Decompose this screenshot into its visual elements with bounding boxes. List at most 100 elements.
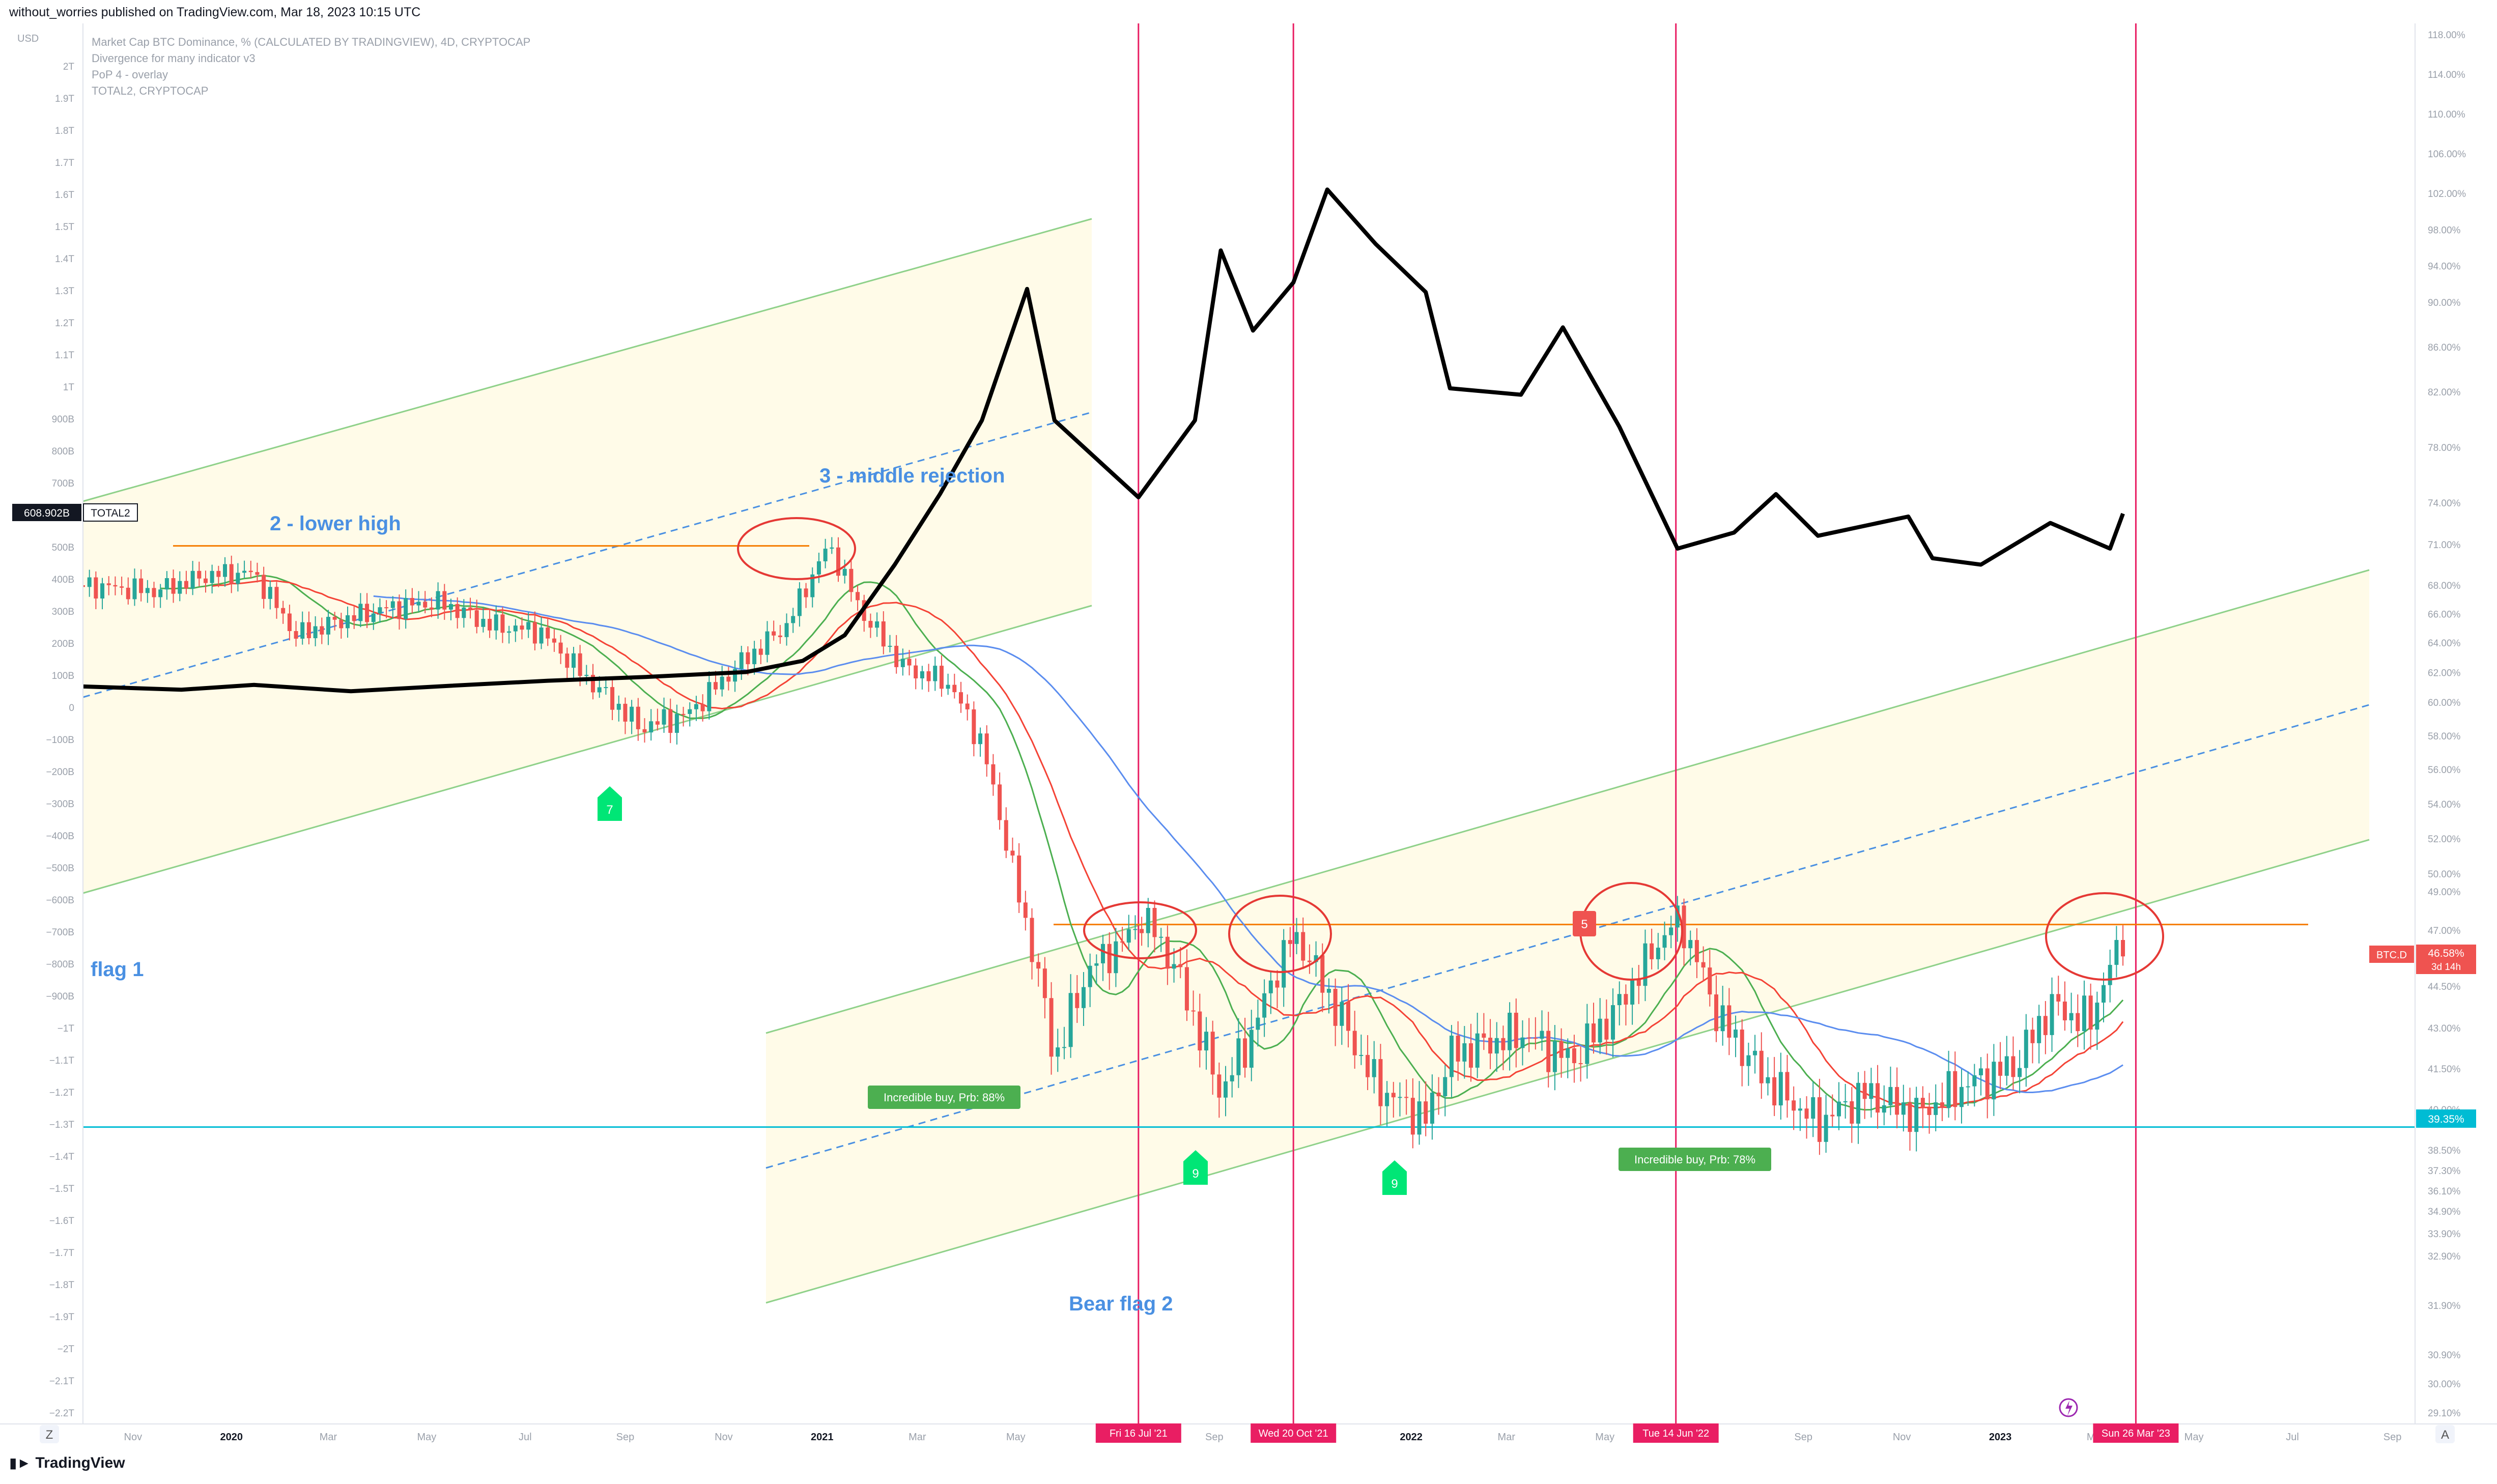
candle-body [616,703,621,710]
right-axis-tick: 44.50% [2428,982,2461,992]
right-axis-tick: 33.90% [2428,1229,2461,1240]
candle-body [236,573,240,584]
candle-body [1546,1031,1551,1072]
candle-body [1540,1031,1544,1039]
candle-body [1165,936,1170,969]
candle-body [1675,905,1680,928]
left-axis-tick: −2T [58,1344,75,1355]
candle-body [255,572,260,575]
left-axis-tick: −700B [46,927,74,938]
left-axis-tick: −1.9T [49,1312,75,1323]
candle-body [1042,968,1047,998]
time-axis[interactable]: Nov 2020 Mar May Jul Sep Nov 2021 Mar May Jul Sep No… [0,1423,2497,1450]
candle-body [1314,955,1318,962]
right-axis-tick: 66.00% [2428,610,2461,620]
candle-body [474,610,479,627]
right-axis-tick: 47.00% [2428,926,2461,936]
total2-series-line [82,187,2125,694]
candle-body [87,577,92,587]
candle-body [1992,1062,1996,1100]
candle-body [610,687,615,710]
right-axis-tick: 94.00% [2428,262,2461,272]
candle-body [1081,987,1086,1008]
vertical-markers-layer [1138,23,2137,1424]
candle-body [306,622,311,639]
right-axis-tick: 86.00% [2428,343,2461,353]
candle-body [203,578,208,583]
time-axis-tick: Jul [519,1432,532,1443]
left-axis-tick: 1.1T [55,350,74,361]
candle-body [1068,993,1073,1047]
candle-body [1120,941,1125,943]
left-axis-tick: −300B [46,799,74,810]
date-marker-text: Sun 26 Mar '23 [2102,1428,2170,1439]
candle-body [1811,1097,1815,1119]
candle-body [2024,1030,2028,1068]
candle-body [1966,1086,1970,1088]
candle-body [958,692,963,704]
candle-body [1282,940,1286,988]
right-axis-tick: 52.00% [2428,834,2461,845]
candle-body [597,687,602,693]
date-marker-text: Wed 20 Oct '21 [1259,1428,1328,1439]
candle-body [1520,1037,1525,1048]
candle-body [197,570,202,579]
left-axis-tick: −2.1T [49,1376,75,1387]
zoom-corner[interactable]: Z A [40,1425,2455,1443]
left-axis-tick: 0 [69,703,74,714]
zoom-button [40,1425,59,1443]
candle-body [1572,1048,1576,1064]
time-axis-tick: 2021 [811,1432,834,1443]
candle-body [1824,1115,1828,1142]
lightning-icon[interactable] [2059,1398,2078,1417]
candle-body [752,648,757,665]
date-marker-tag [1251,1423,1337,1443]
legend-line-divergence: Divergence for many indicator v3 [92,52,256,65]
right-axis-tick: 68.00% [2428,581,2461,591]
candle-body [1972,1075,1977,1087]
candle-body [920,671,924,678]
candle-body [371,613,376,622]
candle-body [1184,967,1189,1011]
candle-body [384,607,389,609]
publish-bar: without_worries published on TradingView… [0,0,2497,23]
candle-body [668,709,673,733]
left-axis-tick: 1.7T [55,158,74,168]
candle-body [2088,995,2093,1030]
candle-body [178,581,182,594]
left-axis-tick: −1.7T [49,1248,75,1259]
btcd-name-tag [2369,946,2414,963]
left-axis[interactable]: USD 2T 1.9T 1.8T 1.7T 1.6T 1.5T 1.4T 1.3T 1.2T 1.… [0,23,83,1425]
candle-body [152,588,156,597]
annotations-layer: flag 1 2 - lower high 3 - middle rejection… [91,465,1771,1315]
candle-body [726,676,731,682]
right-axis-tick: 30.00% [2428,1379,2461,1390]
right-axis-tick: 37.30% [2428,1166,2461,1177]
candle-body [1798,1108,1802,1111]
candle-body [1449,1035,1454,1077]
candle-body [1650,943,1654,959]
right-axis-tick: 118.00% [2428,30,2465,41]
label-flag-1: flag 1 [91,958,144,981]
left-axis-tick: 1.9T [55,94,74,104]
candle-body [1934,1102,1938,1115]
svg-text:A: A [2441,1428,2449,1442]
candle-body [1307,960,1312,962]
candle-body [332,617,337,620]
candle-body [1843,1101,1848,1102]
highlight-circle [737,517,856,580]
candle-body [532,622,537,644]
left-axis-tick: −500B [46,863,74,874]
candle-body [120,586,124,588]
right-axis-tick: 78.00% [2428,443,2461,453]
candle-body [933,666,938,681]
count-badge-9-a-shape [1183,1150,1208,1185]
legend-line-total2: TOTAL2, CRYPTOCAP [92,84,208,97]
candle-body [714,682,718,690]
right-axis[interactable]: 118.00% 114.00% 110.00% 106.00% 102.00% 98.00… [2415,23,2497,1425]
candle-body [1140,929,1144,933]
candle-body [1372,1059,1376,1077]
candle-body [1340,1002,1344,1026]
left-axis-tick: −1.8T [49,1280,75,1291]
tradingview-logo[interactable]: ▮► TradingView [9,1454,125,1472]
